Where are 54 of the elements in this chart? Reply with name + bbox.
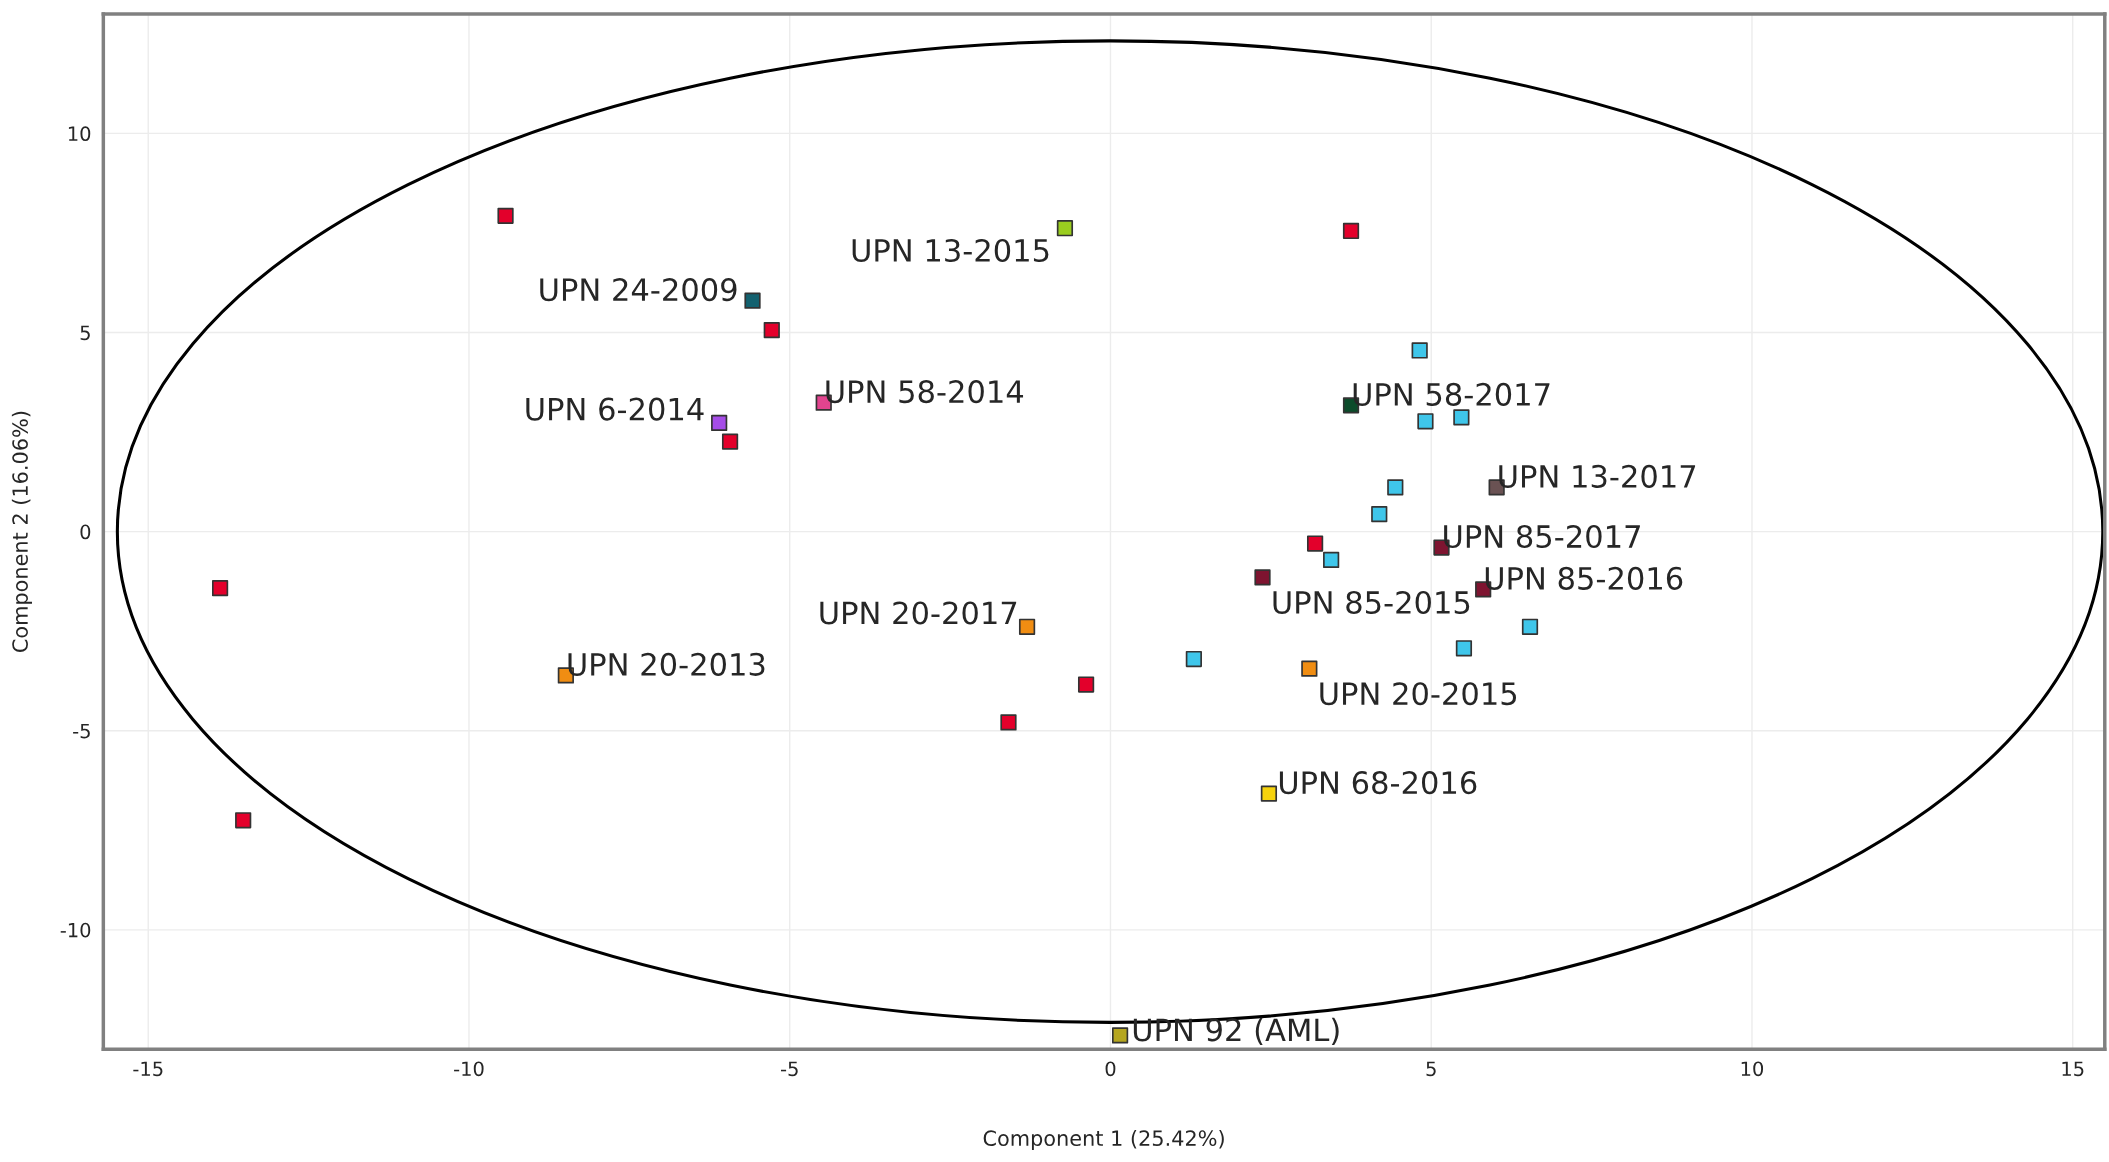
point xyxy=(763,322,780,339)
x-tick-label: -5 xyxy=(780,1061,798,1077)
point xyxy=(1254,569,1271,586)
annotation: UPN 6-2014 xyxy=(526,397,704,421)
point xyxy=(744,292,761,309)
annotation: UPN 20-2017 xyxy=(820,601,1017,625)
x-tick-label: 10 xyxy=(1741,1061,1764,1077)
point xyxy=(1371,505,1388,523)
annotation: UPN 24-2009 xyxy=(540,278,737,302)
x-tick-label: -10 xyxy=(454,1061,484,1077)
annotation: UPN 85-2017 xyxy=(1444,524,1640,549)
point xyxy=(1453,409,1470,426)
point xyxy=(1521,618,1539,635)
annotation: UPN 58-2014 xyxy=(826,380,1024,404)
annotation: UPN 20-2013 xyxy=(568,652,765,676)
annotation: UPN 85-2015 xyxy=(1273,590,1470,615)
annotation: UPN 92 (AML) xyxy=(1133,1017,1339,1046)
point xyxy=(1077,676,1095,693)
annotation: UPN 20-2015 xyxy=(1320,682,1517,706)
point xyxy=(1185,650,1202,668)
y-tick-label: -10 xyxy=(60,922,91,938)
point xyxy=(1411,342,1428,359)
point xyxy=(1111,1027,1129,1044)
x-tick-label: 5 xyxy=(1426,1061,1436,1077)
point xyxy=(1260,785,1278,802)
point xyxy=(235,812,252,829)
point xyxy=(1301,660,1318,677)
x-axis-title: Component 1 (25.42%) xyxy=(983,1129,1224,1151)
x-tick-label: 0 xyxy=(1105,1061,1116,1077)
point xyxy=(1455,640,1473,657)
annotation: UPN 13-2015 xyxy=(852,238,1049,263)
point xyxy=(1306,535,1324,552)
point xyxy=(1000,714,1017,731)
y-tick-label: 5 xyxy=(80,325,90,341)
y-axis-title: Component 2 (16.06%) xyxy=(11,411,32,653)
point xyxy=(1323,551,1340,569)
annotation: UPN 85-2016 xyxy=(1485,566,1683,590)
annotation: UPN 68-2016 xyxy=(1279,771,1477,795)
point xyxy=(1056,220,1074,237)
point xyxy=(1018,618,1036,635)
y-tick-label: -5 xyxy=(73,723,90,739)
point xyxy=(1417,413,1434,430)
y-tick-label: 0 xyxy=(80,524,91,540)
point xyxy=(497,207,514,224)
annotation: UPN 58-2017 xyxy=(1353,382,1550,406)
y-tick-label: 10 xyxy=(68,126,91,142)
point xyxy=(721,433,739,450)
annotation: UPN 13-2017 xyxy=(1499,464,1696,488)
x-tick-label: 15 xyxy=(2062,1061,2084,1077)
point xyxy=(1342,222,1360,240)
point xyxy=(711,414,728,432)
point xyxy=(1387,479,1404,496)
point xyxy=(211,580,229,597)
x-tick-label: -15 xyxy=(133,1061,163,1077)
